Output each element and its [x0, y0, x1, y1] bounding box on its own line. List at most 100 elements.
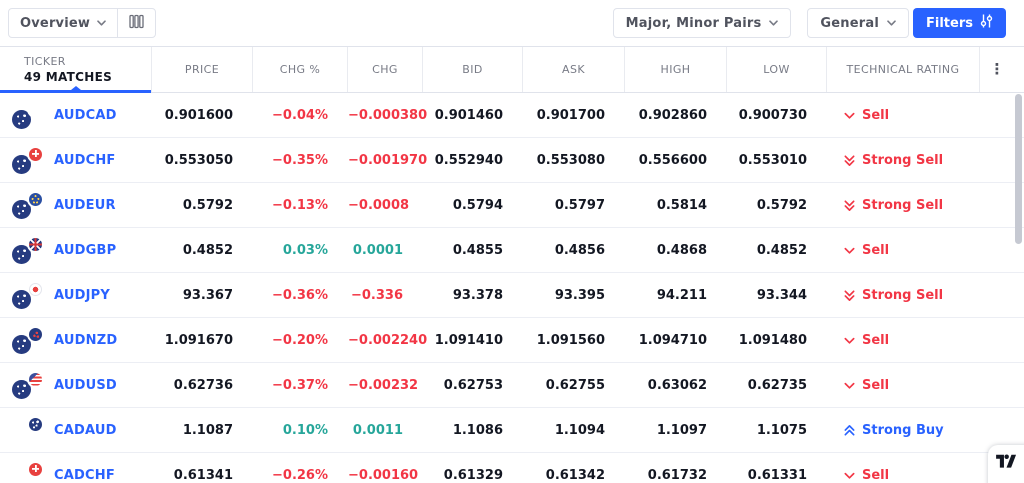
table-row[interactable]: AUDNZD 1.091670 −0.20% −0.002240 1.09141… [0, 318, 1024, 363]
column-header-chg-percent[interactable]: CHG % [253, 47, 348, 92]
table-row[interactable]: AUDEUR 0.5792 −0.13% −0.0008 0.5794 0.57… [0, 183, 1024, 228]
bid-cell: 1.1086 [452, 422, 503, 438]
chevron-down-icon [843, 244, 856, 257]
column-header-technical-rating[interactable]: TECHNICAL RATING [827, 47, 980, 92]
quote-currency-flag-icon [29, 462, 42, 476]
base-currency-flag-icon [12, 289, 31, 309]
kebab-menu-icon: ⋮ [989, 60, 1005, 78]
view-dropdown[interactable]: Overview [9, 9, 117, 37]
base-currency-flag-icon [12, 199, 31, 219]
currency-pair-flags-icon [12, 327, 43, 354]
table-row[interactable]: AUDCAD 0.901600 −0.04% −0.000380 0.90146… [0, 93, 1024, 138]
rating-label: Sell [862, 242, 890, 258]
base-currency-flag-icon [12, 379, 31, 399]
pairs-filter-dropdown[interactable]: Major, Minor Pairs [612, 8, 792, 38]
column-header-high[interactable]: HIGH [625, 47, 727, 92]
ask-cell: 0.61342 [545, 467, 605, 483]
chg-cell: −0.336 [350, 287, 403, 303]
ticker-link[interactable]: AUDUSD [54, 377, 117, 393]
double-chevron-down-icon [843, 154, 856, 167]
base-currency-flag-icon [12, 425, 31, 444]
ticker-cell: AUDCHF [0, 147, 152, 174]
rating-label: Sell [862, 107, 890, 123]
ticker-link[interactable]: AUDCHF [54, 152, 116, 168]
ask-cell: 1.1094 [554, 422, 605, 438]
column-header-ticker[interactable]: TICKER 49 MATCHES [0, 47, 152, 93]
chg-cell: −0.00160 [348, 467, 419, 483]
table-row[interactable]: CADAUD 1.1087 0.10% 0.0011 1.1086 1.1094… [0, 408, 1024, 453]
column-header-bid[interactable]: BID [423, 47, 523, 92]
currency-pair-flags-icon [12, 372, 43, 399]
double-chevron-up-icon [843, 424, 856, 437]
pairs-filter-label: Major, Minor Pairs [625, 15, 762, 31]
base-currency-flag-icon [12, 154, 31, 174]
currency-pair-flags-icon [12, 102, 43, 129]
high-cell: 0.4868 [656, 242, 707, 258]
price-cell: 1.1087 [182, 422, 233, 438]
price-cell: 0.61341 [173, 467, 233, 483]
toolbar-right-controls: Major, Minor Pairs General Filters [612, 8, 1006, 38]
table-row[interactable]: AUDUSD 0.62736 −0.37% −0.00232 0.62753 0… [0, 363, 1024, 408]
filters-button[interactable]: Filters [913, 8, 1006, 38]
chg-percent-cell: −0.13% [272, 197, 328, 213]
technical-rating-cell: Strong Sell [827, 153, 980, 168]
ticker-link[interactable]: AUDEUR [54, 197, 116, 213]
table-row[interactable]: CADCHF 0.61341 −0.26% −0.00160 0.61329 0… [0, 453, 1024, 483]
ticker-link[interactable]: AUDGBP [54, 242, 117, 258]
low-cell: 1.091480 [738, 332, 807, 348]
table-body: AUDCAD 0.901600 −0.04% −0.000380 0.90146… [0, 93, 1024, 483]
table-row[interactable]: AUDCHF 0.553050 −0.35% −0.001970 0.55294… [0, 138, 1024, 183]
low-cell: 0.61331 [747, 467, 807, 483]
low-cell: 0.62735 [747, 377, 807, 393]
column-header-low[interactable]: LOW [727, 47, 827, 92]
double-chevron-down-icon [843, 199, 856, 212]
technical-rating-cell: Sell [827, 243, 980, 258]
ticker-cell: CADCHF [0, 462, 152, 483]
base-currency-flag-icon [12, 244, 31, 264]
column-header-ask[interactable]: ASK [523, 47, 625, 92]
price-cell: 1.091670 [164, 332, 233, 348]
ticker-cell: AUDEUR [0, 192, 152, 219]
table-row[interactable]: AUDJPY 93.367 −0.36% −0.336 93.378 93.39… [0, 273, 1024, 318]
category-dropdown[interactable]: General [807, 8, 910, 38]
ticker-link[interactable]: CADCHF [54, 467, 115, 483]
chg-percent-cell: −0.35% [272, 152, 328, 168]
category-dropdown-label: General [820, 15, 880, 31]
high-cell: 1.1097 [656, 422, 707, 438]
ticker-link[interactable]: AUDCAD [54, 107, 117, 123]
bid-cell: 93.378 [452, 287, 503, 303]
low-cell: 1.1075 [756, 422, 807, 438]
ticker-cell: AUDUSD [0, 372, 152, 399]
chevron-down-icon [97, 20, 106, 26]
price-cell: 0.901600 [164, 107, 233, 123]
double-chevron-down-icon [843, 289, 856, 302]
high-cell: 0.63062 [647, 377, 707, 393]
column-header-chg[interactable]: CHG [348, 47, 423, 92]
chg-cell: −0.00232 [348, 377, 419, 393]
ticker-link[interactable]: CADAUD [54, 422, 117, 438]
table-row[interactable]: AUDGBP 0.4852 0.03% 0.0001 0.4855 0.4856… [0, 228, 1024, 273]
currency-pair-flags-icon [12, 282, 43, 309]
column-header-price[interactable]: PRICE [152, 47, 253, 92]
quote-currency-flag-icon [29, 103, 42, 116]
technical-rating-cell: Strong Sell [827, 288, 980, 303]
chg-percent-cell: −0.37% [272, 377, 328, 393]
vertical-scrollbar[interactable] [1015, 94, 1022, 476]
ticker-link[interactable]: AUDNZD [54, 332, 118, 348]
chg-percent-cell: 0.10% [282, 422, 328, 438]
currency-pair-flags-icon [12, 462, 43, 483]
bid-cell: 0.62753 [443, 377, 503, 393]
header-options-button[interactable]: ⋮ [980, 47, 1014, 92]
ask-cell: 0.5797 [554, 197, 605, 213]
high-cell: 0.556600 [638, 152, 707, 168]
technical-rating-cell: Strong Buy [827, 423, 980, 438]
manage-columns-button[interactable] [118, 9, 155, 37]
bid-cell: 0.552940 [434, 152, 503, 168]
sliders-icon [980, 14, 993, 32]
high-cell: 0.61732 [647, 467, 707, 483]
ticker-link[interactable]: AUDJPY [54, 287, 110, 303]
scrollbar-thumb[interactable] [1015, 94, 1022, 244]
chg-cell: 0.0001 [352, 242, 403, 258]
price-cell: 93.367 [182, 287, 233, 303]
